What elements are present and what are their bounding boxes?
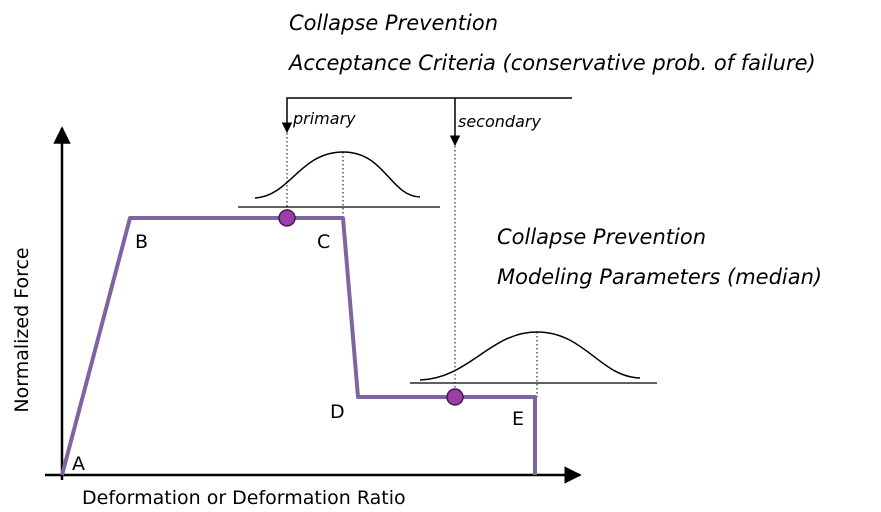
- point-label: C: [317, 231, 330, 253]
- secondary-label: secondary: [458, 112, 541, 131]
- annotation-title: Modeling Parameters (median): [497, 265, 822, 289]
- point-marker: [446, 388, 464, 406]
- primary-label: primary: [292, 109, 356, 128]
- distribution: [419, 331, 641, 381]
- backbone-curve: [60, 216, 537, 476]
- point-label: A: [72, 453, 85, 475]
- x-axis-label: Deformation or Deformation Ratio: [82, 487, 406, 509]
- distribution: [254, 151, 421, 199]
- point-label: E: [512, 408, 524, 430]
- annotation-title: Acceptance Criteria (conservative prob. …: [287, 51, 816, 75]
- annotation-title: Collapse Prevention: [289, 11, 498, 35]
- bracket: [281, 97, 572, 134]
- point-label: D: [330, 401, 345, 423]
- point-marker: [278, 209, 296, 227]
- y-axis-label: Normalized Force: [11, 247, 33, 412]
- point-label: B: [135, 231, 148, 253]
- annotation-title: Collapse Prevention: [497, 225, 706, 249]
